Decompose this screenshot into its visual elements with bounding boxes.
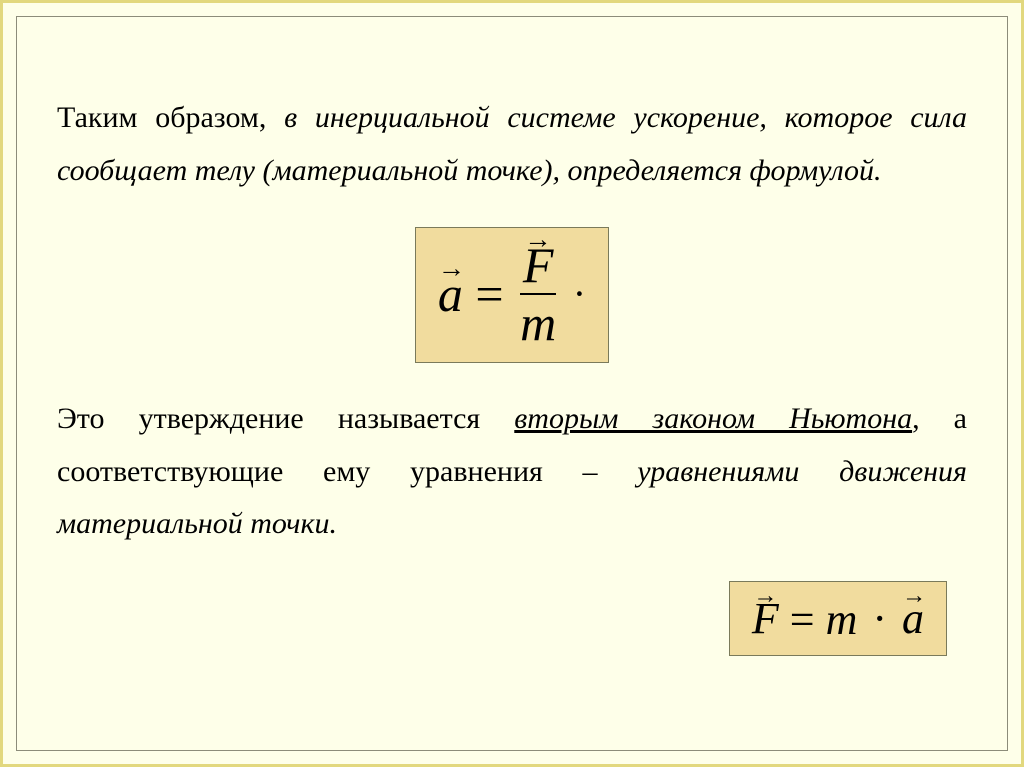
var-m-2: m [826, 594, 858, 643]
arrow-icon: → [752, 584, 779, 608]
fraction-numerator: → F [520, 240, 556, 290]
fraction: → F m [520, 240, 556, 348]
vector-f-2: → F [752, 597, 779, 641]
dot-sign: · [868, 594, 891, 643]
arrow-icon: → [523, 225, 554, 253]
arrow-icon: → [902, 584, 924, 608]
para2-link: вторым законом Ньютона [514, 402, 912, 435]
fraction-denominator: m [520, 298, 556, 348]
formula-1-box: → a = → F m · [415, 227, 609, 363]
equals-sign: = [475, 266, 516, 322]
para1-lead: Таким образом, [57, 101, 284, 134]
formula-2-row: → F = m · → a [57, 581, 967, 657]
var-m: m [520, 295, 556, 351]
inner-frame: Таким образом, в инерциальной системе ус… [16, 16, 1008, 751]
arrow-icon: → [438, 254, 463, 282]
para2-t1: Это утверждение называется [57, 402, 514, 435]
outer-frame: Таким образом, в инерциальной системе ус… [0, 0, 1024, 767]
paragraph-2: Это утверждение называется вторым законо… [57, 393, 967, 551]
trailing-dot: · [573, 271, 586, 316]
formula-1-row: → a = → F m · [57, 227, 967, 363]
vector-a: → a [438, 269, 463, 319]
formula-2-box: → F = m · → a [729, 581, 947, 657]
vector-a-2: → a [902, 597, 924, 641]
vector-f: → F [523, 240, 554, 290]
equals-sign-2: = [790, 594, 826, 643]
paragraph-1: Таким образом, в инерциальной системе ус… [57, 92, 967, 197]
